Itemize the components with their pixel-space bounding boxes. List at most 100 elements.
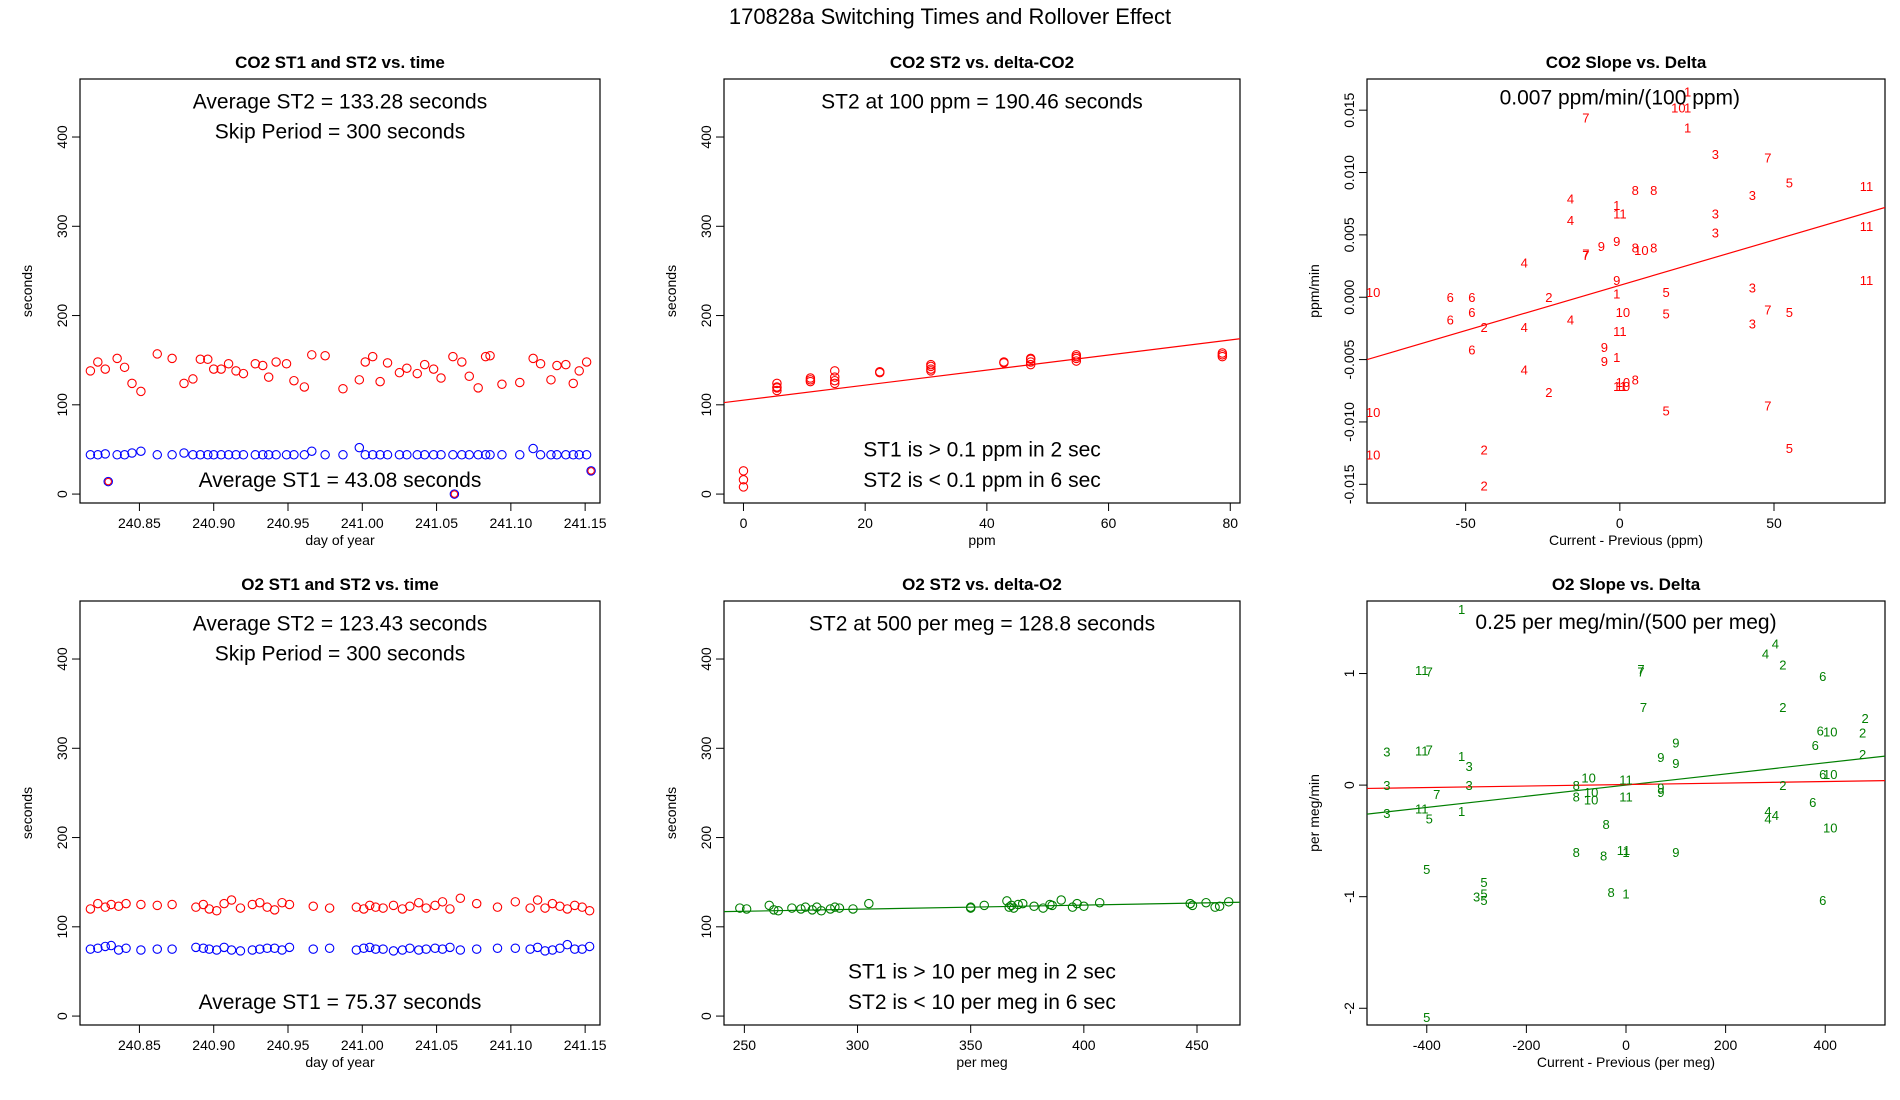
co2-time-st1-point [515, 450, 525, 460]
co2-st2-delta-st2-point [772, 378, 782, 389]
o2-slope-point-label: 2 [1779, 658, 1786, 673]
o2-slope-point-label: 2 [1779, 700, 1786, 715]
co2-time-st2-point [568, 378, 579, 389]
co2-slope-point-label: 4 [1567, 213, 1574, 228]
co2-slope-point-label: 7 [1764, 399, 1771, 414]
co2-slope-y-tick-label: -0.015 [1341, 464, 1357, 504]
o2-time-st1-point [113, 945, 124, 955]
o2-slope-point-label: 8 [1602, 817, 1609, 832]
co2-time-st1-point [449, 489, 460, 499]
co2-st2-delta-x-tick-label: 40 [979, 515, 995, 531]
o2-time-st1-point [262, 943, 272, 953]
o2-time-st2-point [388, 900, 399, 911]
o2-time-x-tick-label: 241.15 [564, 1037, 607, 1053]
o2-time-st2-point [247, 899, 258, 910]
o2-st2-delta-fit-line [724, 901, 1240, 913]
co2-time-annotation: Average ST2 = 133.28 seconds [193, 90, 487, 113]
co2-time-st1-point [257, 450, 268, 460]
co2-time-st1-point [338, 450, 348, 460]
co2-slope-point-label: 5 [1662, 404, 1669, 419]
o2-time-st2-point [364, 900, 375, 911]
o2-time-st2-point [85, 904, 96, 914]
co2-slope-point-label: 10 [1616, 305, 1630, 320]
o2-st2-delta-st2-point [979, 900, 990, 911]
o2-time-st2-point [540, 903, 550, 913]
co2-slope-point-label: 2 [1481, 320, 1488, 335]
co2-time-st1-point [375, 450, 385, 460]
co2-time-st2-point [338, 383, 348, 394]
co2-time-x-tick-label: 240.85 [118, 515, 161, 531]
co2-st2-delta-st2-point [999, 357, 1009, 367]
co2-time-panel: CO2 ST1 and ST2 vs. time 240.85 240.90 240.… [19, 53, 607, 548]
o2-time-st1-point [397, 945, 408, 955]
co2-slope-point-label: 5 [1786, 305, 1793, 320]
co2-slope-point-label: 9 [1613, 273, 1620, 288]
o2-slope-point-label: 7 [1637, 664, 1644, 679]
o2-slope-point-label: 2 [1861, 711, 1868, 726]
o2-st2-delta-st2-point [787, 903, 797, 913]
o2-slope-point-label: 5 [1423, 862, 1430, 877]
o2-time-st1-point [437, 944, 448, 954]
o2-st2-delta-st2-point [1210, 902, 1220, 912]
co2-time-st2-point [127, 378, 137, 389]
co2-slope-x-tick-label: 50 [1766, 515, 1782, 531]
o2-slope-point-label: 9 [1657, 785, 1664, 800]
co2-slope-point-label: 11 [1860, 179, 1874, 194]
o2-st2-delta-title: O2 ST2 vs. delta-O2 [902, 575, 1062, 594]
o2-time-st2-point [445, 904, 455, 914]
o2-time-st1-point [455, 945, 466, 955]
o2-st2-delta-y-tick-label: 0 [698, 1012, 714, 1020]
o2-slope-point-label: 6 [1819, 767, 1826, 782]
co2-slope-y-tick-label: 0.000 [1341, 280, 1357, 315]
o2-time-st1-point [445, 942, 455, 953]
o2-slope-point-label: 7 [1426, 742, 1433, 757]
o2-st2-delta-st2-point [796, 904, 806, 914]
co2-time-y-tick-label: 400 [54, 125, 70, 149]
co2-st2-delta-st2-point [926, 359, 936, 370]
o2-slope-point-label: 4 [1764, 812, 1771, 827]
o2-slope-point-label: 8 [1573, 845, 1580, 860]
o2-time-st2-point [351, 902, 362, 912]
co2-time-st1-point [448, 450, 458, 460]
o2-st2-delta-st2-point [816, 905, 827, 916]
co2-slope-point-label: 3 [1712, 225, 1719, 240]
co2-time-st1-point [93, 450, 103, 460]
co2-st2-delta-st2-point [829, 375, 840, 386]
co2-st2-delta-fit-line [724, 338, 1240, 404]
co2-time-overlap-point [104, 477, 112, 486]
co2-time-st1-point [179, 448, 189, 458]
o2-time-y-tick-label: 200 [54, 826, 70, 850]
co2-slope-y-tick-label: 0.010 [1341, 155, 1357, 190]
co2-slope-point-label: 8 [1650, 183, 1657, 198]
co2-slope-point-label: 6 [1468, 343, 1475, 358]
o2-time-st2-point [121, 898, 131, 909]
o2-st2-delta-st2-point [1185, 898, 1195, 909]
o2-st2-delta-st2-point [773, 905, 784, 916]
o2-slope-point-label: 11 [1617, 843, 1631, 858]
co2-time-st1-point [281, 450, 292, 460]
co2-slope-point-label: 4 [1521, 363, 1528, 378]
o2-st2-delta-st2-point [735, 903, 745, 913]
o2-time-st1-point [378, 944, 388, 954]
o2-slope-point-label: 2 [1779, 778, 1786, 793]
co2-time-x-axis-label: day of year [305, 532, 375, 548]
co2-time-x-tick-label: 241.05 [415, 515, 458, 531]
o2-time-st1-point [191, 942, 201, 953]
co2-time-st1-point [203, 450, 213, 460]
co2-slope-point-label: 1 [1613, 286, 1620, 301]
o2-slope-point-label: 11 [1415, 802, 1429, 817]
co2-time-st1-point [360, 450, 371, 460]
co2-time-y-tick-label: 0 [54, 490, 70, 498]
o2-slope-point-label: 1 [1622, 845, 1629, 860]
o2-slope-x-tick-label: -200 [1512, 1037, 1540, 1053]
co2-time-st2-point [223, 358, 234, 369]
co2-time-annotation: Skip Period = 300 seconds [215, 121, 465, 144]
o2-time-st2-point [562, 904, 573, 914]
co2-time-st2-point [528, 353, 538, 364]
co2-slope-point-label: 5 [1662, 285, 1669, 300]
o2-time-st2-point [226, 895, 237, 905]
co2-time-x-tick-label: 241.00 [341, 515, 384, 531]
o2-st2-delta-x-tick-label: 250 [733, 1037, 757, 1053]
co2-time-st1-point [382, 450, 393, 460]
co2-time-st1-point [127, 448, 137, 458]
